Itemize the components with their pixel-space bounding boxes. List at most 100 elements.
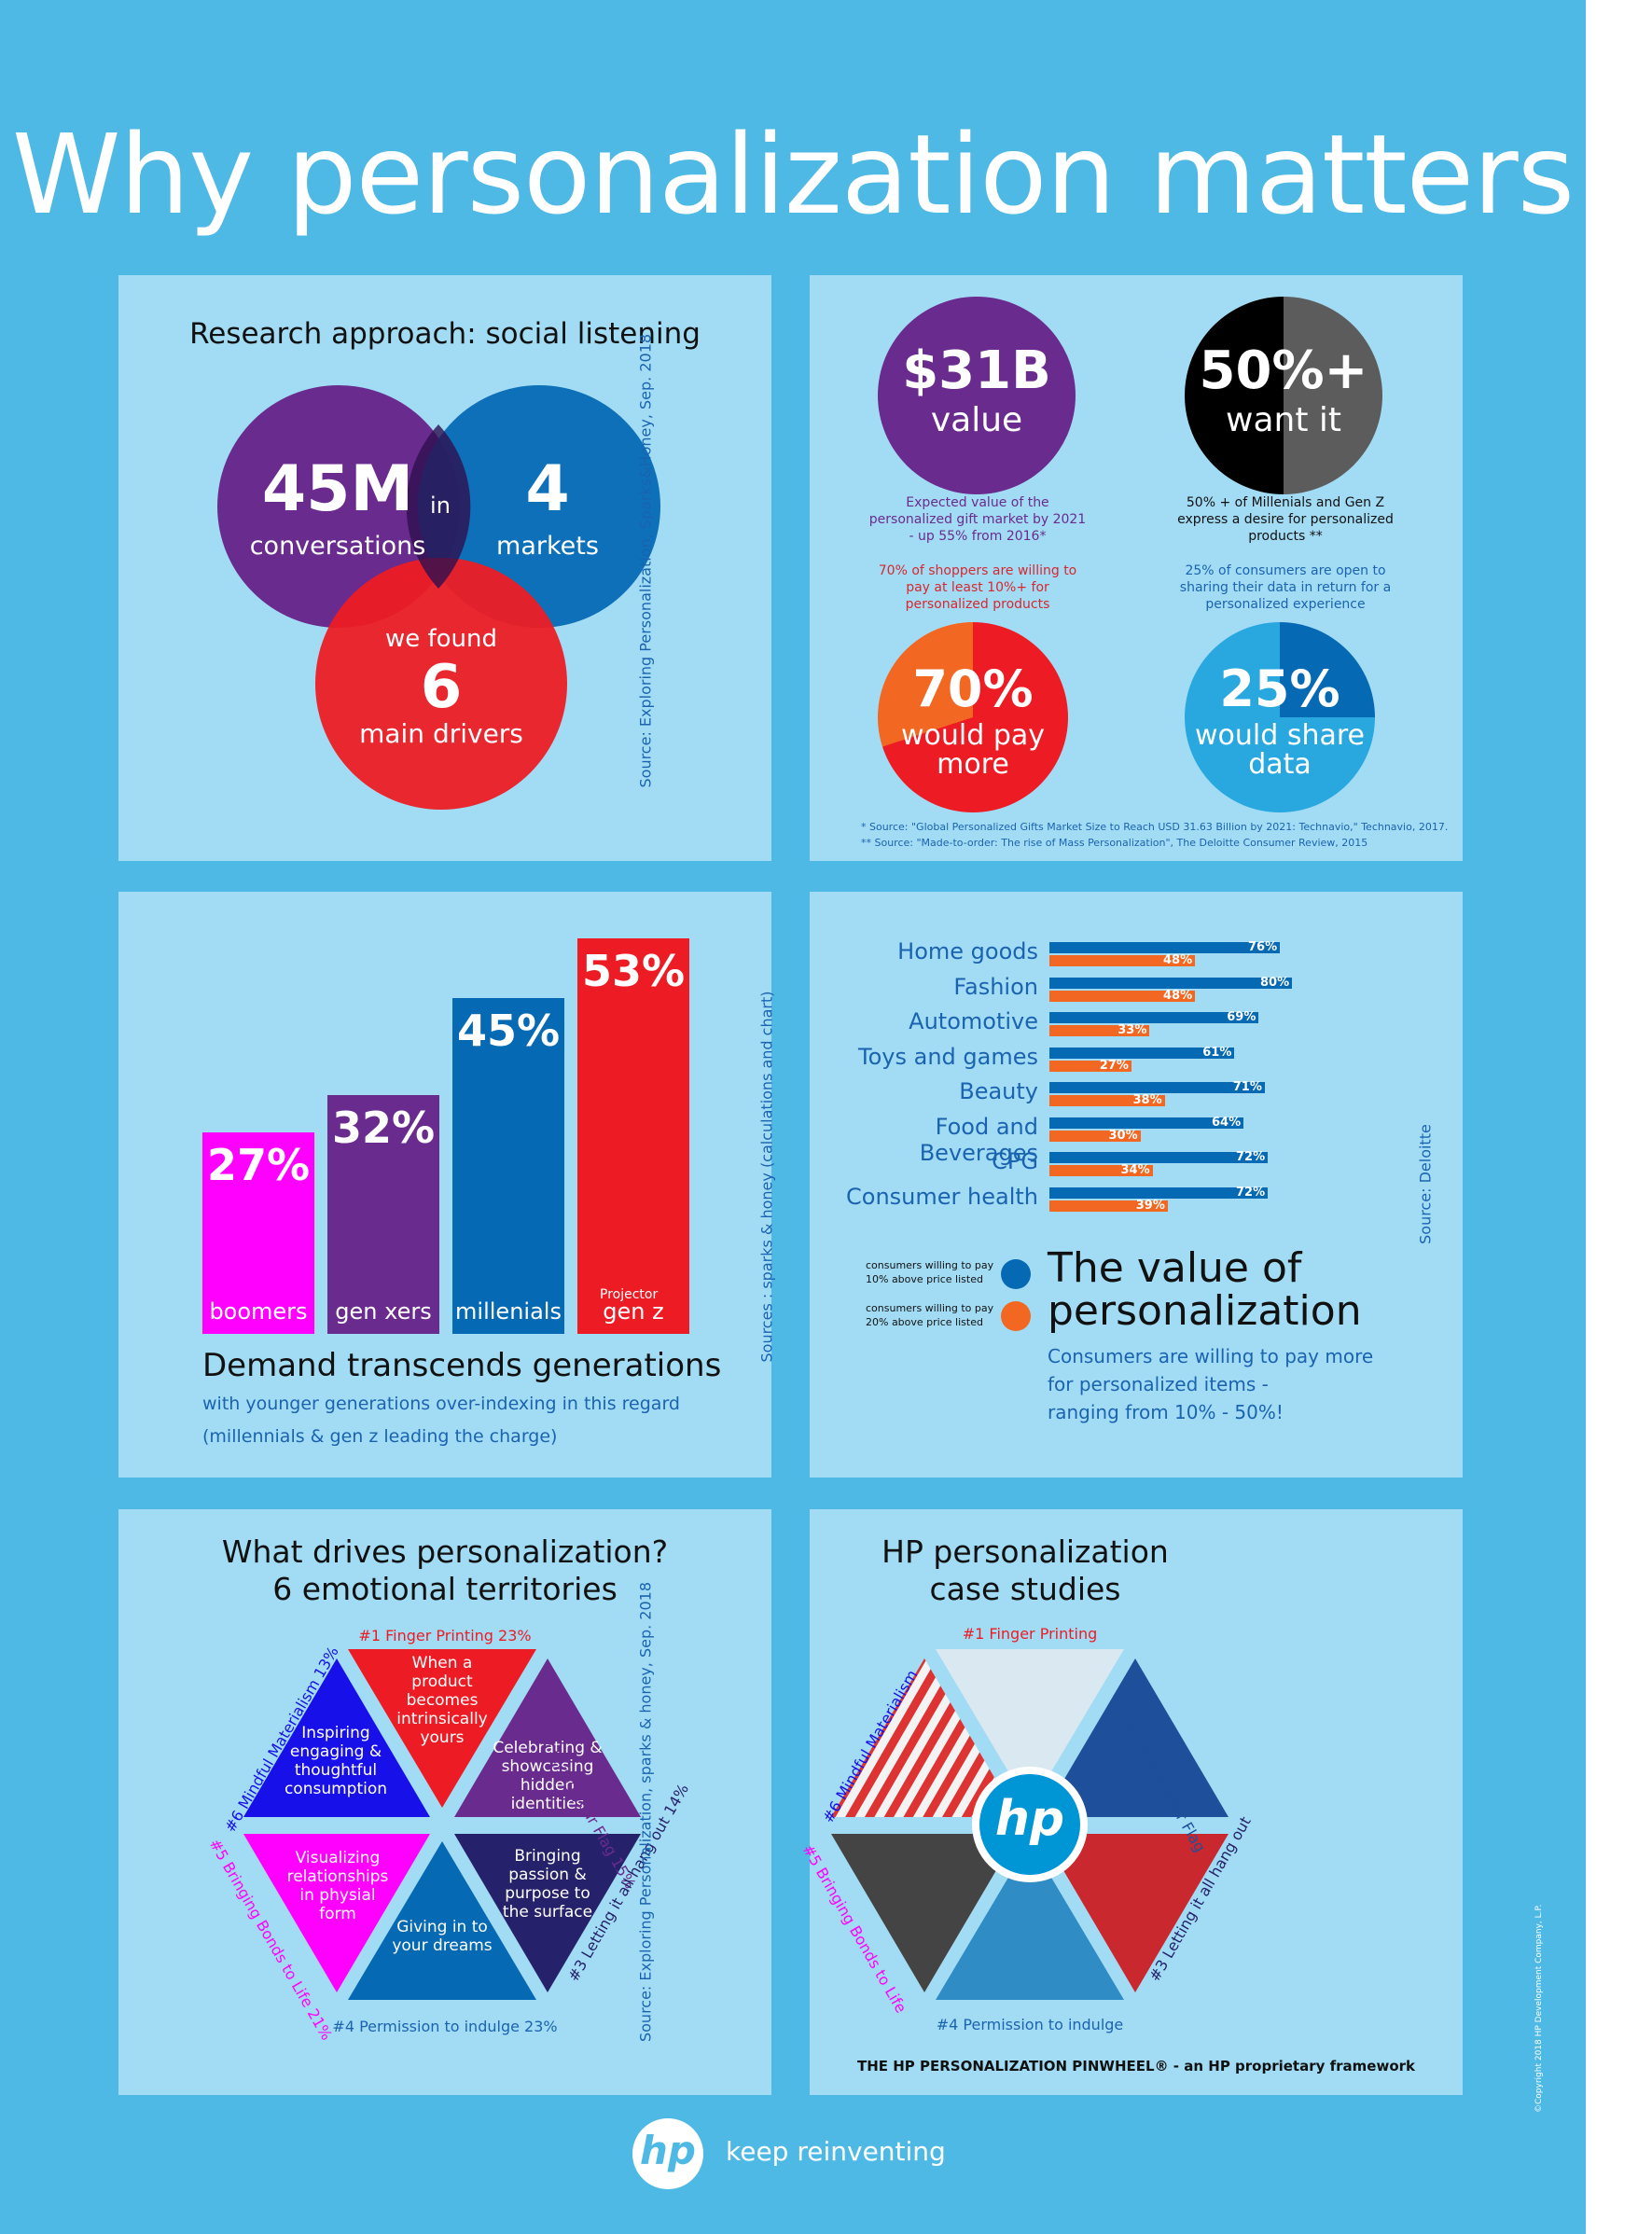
bar-value-label: 71% bbox=[1232, 1080, 1262, 1094]
legend-orange-text-1: consumers willing to pay bbox=[866, 1302, 994, 1314]
legend-blue-text-2: 10% above price listed bbox=[866, 1273, 983, 1285]
drivers-source: Source: Exploring Personalization, spark… bbox=[636, 1582, 655, 2043]
category-label: Home goods bbox=[897, 938, 1038, 964]
generation-bar-value: 45% bbox=[456, 1006, 561, 1056]
bar-10-percent bbox=[1049, 1152, 1268, 1163]
markets-label: markets bbox=[496, 532, 599, 561]
legend-orange-dot bbox=[1001, 1301, 1031, 1331]
venn-drivers-circle bbox=[315, 558, 567, 810]
bar-20-percent bbox=[1049, 990, 1195, 1002]
stats-footnote-2: ** Source: "Made-to-order: The rise of M… bbox=[861, 837, 1368, 849]
territory-4-text: Giving in to your dreams bbox=[392, 1918, 493, 1955]
bar-10-percent bbox=[1049, 942, 1280, 953]
research-source: Source: Exploring Personalization, Spark… bbox=[636, 333, 655, 788]
drivers-intro: we found bbox=[384, 625, 498, 653]
stat-share-small-2: data bbox=[1248, 748, 1312, 781]
stat-value-note: Expected value of the personalized gift … bbox=[868, 495, 1087, 544]
bar-value-label: 33% bbox=[1118, 1023, 1147, 1037]
territory-5-text: Visualizing relationships in physial for… bbox=[286, 1849, 389, 1923]
generation-bar-4 bbox=[577, 938, 689, 1334]
generation-bar-label: boomers bbox=[209, 1298, 308, 1325]
legend-orange-text-2: 20% above price listed bbox=[866, 1316, 983, 1328]
generations-sub-2: (millennials & gen z leading the charge) bbox=[202, 1426, 558, 1447]
value-source: Source: Deloitte bbox=[1416, 1124, 1435, 1244]
generation-bar-value: 53% bbox=[581, 946, 686, 996]
conversations-count: 45M bbox=[261, 452, 414, 526]
stat-pay-small-2: more bbox=[937, 748, 1009, 781]
territory-4-triangle bbox=[348, 1841, 536, 2000]
generation-bar-2 bbox=[327, 1095, 439, 1334]
bar-value-label: 34% bbox=[1120, 1163, 1150, 1177]
stat-share-note: 25% of consumers are open to sharing the… bbox=[1179, 563, 1392, 612]
pinwheel-1-finger-printing bbox=[936, 1649, 1124, 1808]
stat-share-small-1: would share bbox=[1195, 719, 1365, 752]
bar-value-label: 61% bbox=[1202, 1045, 1232, 1060]
markets-count: 4 bbox=[525, 452, 570, 526]
stat-pay-circle bbox=[878, 622, 1068, 812]
bar-10-percent bbox=[1049, 1012, 1259, 1023]
value-sub-1: Consumers are willing to pay more bbox=[1048, 1345, 1374, 1367]
bar-10-percent bbox=[1049, 1047, 1235, 1059]
pinwheel-caption: THE HP PERSONALIZATION PINWHEEL® - an HP… bbox=[856, 2058, 1416, 2074]
bar-value-label: 72% bbox=[1236, 1150, 1266, 1164]
pinwheel-2-flying-flag bbox=[1042, 1658, 1229, 1817]
bar-10-percent bbox=[1049, 1117, 1243, 1129]
stat-want-note: 50% + of Millenials and Gen Z express a … bbox=[1177, 495, 1394, 544]
stat-value-circle bbox=[878, 297, 1076, 494]
legend-blue-text-1: consumers willing to pay bbox=[866, 1259, 994, 1271]
bar-20-percent bbox=[1049, 1095, 1165, 1106]
conversations-label: conversations bbox=[249, 532, 426, 561]
pinwheel-4-indulge bbox=[936, 1841, 1124, 2000]
bar-value-label: 80% bbox=[1260, 975, 1290, 990]
bar-value-label: 27% bbox=[1099, 1058, 1129, 1073]
bar-20-percent bbox=[1049, 1025, 1150, 1036]
stat-pay-small-1: would pay bbox=[901, 719, 1045, 752]
bar-value-label: 72% bbox=[1236, 1185, 1266, 1200]
research-panel: Research approach: social listening 45M … bbox=[118, 275, 771, 861]
territory-5-triangle bbox=[243, 1834, 430, 1992]
territory-3-triangle bbox=[454, 1834, 641, 1992]
generation-bar-label: gen xers bbox=[335, 1298, 432, 1325]
pinwheel-5-bonds bbox=[831, 1834, 1018, 1992]
category-label: Fashion bbox=[953, 973, 1038, 1000]
bar-20-percent bbox=[1049, 955, 1195, 966]
bar-20-percent bbox=[1049, 1130, 1141, 1142]
drivers-hexagon bbox=[243, 1649, 641, 2000]
category-label: Food and Beverages bbox=[919, 1113, 1038, 1166]
generation-bar-label: gen z bbox=[603, 1298, 664, 1325]
bar-value-label: 39% bbox=[1135, 1198, 1165, 1213]
bar-10-percent bbox=[1049, 1186, 1268, 1199]
pinwheel-3-hang-out bbox=[1042, 1834, 1229, 1992]
venn-diagram bbox=[217, 385, 660, 810]
generations-panel: 27% boomers 32% gen xers 45% millenials 53% gen… bbox=[118, 892, 776, 1478]
stat-pay-note: 70% of shoppers are willing to pay at le… bbox=[878, 563, 1077, 612]
value-sub-3: ranging from 10% - 50%! bbox=[1048, 1401, 1284, 1423]
bar-value-label: 69% bbox=[1227, 1010, 1256, 1024]
stats-panel: $31B value Expected value of the persona… bbox=[810, 275, 1463, 861]
bar-value-label: 38% bbox=[1132, 1093, 1162, 1107]
drivers-panel: What drives personalization? 6 emotional… bbox=[118, 1509, 771, 2095]
territory-6-text: Inspiring engaging & thoughtful consumpt… bbox=[284, 1724, 388, 1798]
territory-1-triangle bbox=[348, 1649, 536, 1808]
stat-share-big: 25% bbox=[1219, 659, 1340, 718]
footer-hp-logo-text: hp bbox=[640, 2128, 696, 2173]
bar-20-percent bbox=[1049, 1200, 1168, 1212]
footer-tagline: keep reinventing bbox=[726, 2136, 946, 2167]
venn-connector-text: in bbox=[430, 493, 451, 519]
poster: Why personalization matters Research app… bbox=[0, 0, 1586, 2234]
generation-bar-label: millenials bbox=[455, 1298, 562, 1325]
research-heading: Research approach: social listening bbox=[189, 317, 701, 351]
bar-10-percent bbox=[1049, 977, 1292, 989]
projector-label: Projector bbox=[600, 1287, 659, 1302]
hp-heading-1: HP personalization bbox=[882, 1533, 1169, 1570]
category-label: Consumer health bbox=[846, 1183, 1038, 1210]
stats-footnote-1: * Source: "Global Personalized Gifts Mar… bbox=[861, 821, 1449, 833]
stat-want-small: want it bbox=[1226, 401, 1341, 439]
generations-sub-1: with younger generations over-indexing i… bbox=[202, 1394, 680, 1414]
footer-hp-logo bbox=[632, 2118, 703, 2189]
territory-2-triangle bbox=[454, 1658, 641, 1817]
territory-6-triangle bbox=[243, 1658, 430, 1817]
territory-1-label: #1 Finger Printing 23% bbox=[358, 1627, 532, 1644]
bar-20-percent bbox=[1049, 1165, 1153, 1176]
generations-heading: Demand transcends generations bbox=[202, 1347, 722, 1384]
